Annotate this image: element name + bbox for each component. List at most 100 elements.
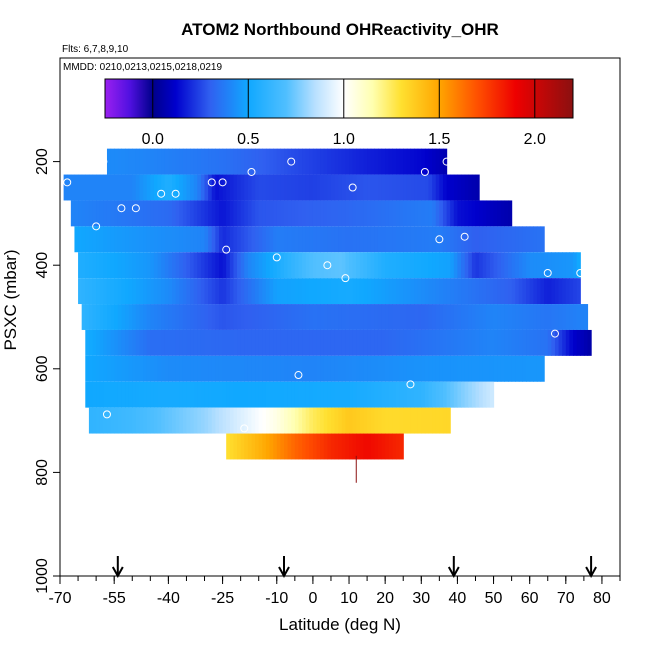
- heatmap-cell: [273, 226, 278, 253]
- heatmap-cell: [211, 355, 216, 382]
- heatmap-cell: [99, 278, 104, 305]
- heatmap-cell: [471, 329, 477, 356]
- heatmap-cell: [504, 278, 509, 305]
- heatmap-layer: [78, 252, 581, 279]
- heatmap-cell: [377, 304, 383, 330]
- heatmap-cell: [276, 252, 281, 279]
- heatmap-cell: [446, 381, 451, 408]
- heatmap-cell: [143, 174, 148, 201]
- heatmap-cell: [359, 200, 365, 227]
- heatmap-cell: [146, 381, 151, 408]
- heatmap-cell: [276, 355, 281, 382]
- heatmap-cell: [345, 381, 350, 408]
- heatmap-cell: [273, 304, 278, 330]
- heatmap-cell: [374, 304, 379, 330]
- heatmap-cell: [461, 278, 466, 305]
- heatmap-cell: [92, 200, 97, 227]
- heatmap-cell: [457, 278, 462, 305]
- heatmap-cell: [161, 407, 166, 434]
- heatmap-cell: [305, 407, 310, 434]
- heatmap-cell: [182, 174, 188, 201]
- heatmap-cell: [446, 355, 451, 382]
- heatmap-cell: [128, 252, 133, 279]
- heatmap-cell: [544, 252, 549, 279]
- heatmap-cell: [298, 252, 303, 279]
- heatmap-cell: [320, 226, 325, 253]
- heatmap-cell: [110, 278, 115, 305]
- heatmap-cell: [323, 433, 328, 460]
- x-tick-label: 20: [376, 590, 394, 607]
- heatmap-cell: [453, 174, 459, 201]
- heatmap-cell: [215, 407, 220, 434]
- heatmap-cell: [190, 148, 195, 175]
- heatmap-cell: [562, 329, 567, 356]
- heatmap-cell: [385, 381, 390, 408]
- heatmap-cell: [222, 304, 227, 330]
- heatmap-cell: [461, 381, 466, 408]
- heatmap-cell: [417, 304, 422, 330]
- heatmap-cell: [330, 381, 336, 408]
- heatmap-cell: [388, 200, 393, 227]
- x-tick-label: 30: [412, 590, 430, 607]
- heatmap-cell: [370, 252, 375, 279]
- heatmap-cell: [211, 252, 216, 279]
- heatmap-cell: [327, 433, 332, 460]
- heatmap-cell: [439, 381, 444, 408]
- heatmap-cell: [435, 381, 440, 408]
- heatmap-cell: [114, 407, 119, 434]
- heatmap-cell: [193, 174, 198, 201]
- heatmap-cell: [414, 252, 419, 279]
- heatmap-cell: [309, 329, 314, 356]
- heatmap-cell: [450, 200, 455, 227]
- heatmap-cell: [529, 355, 534, 382]
- heatmap-cell: [215, 304, 220, 330]
- heatmap-cell: [280, 407, 285, 434]
- heatmap-cell: [85, 200, 90, 227]
- heatmap-cell: [121, 174, 126, 201]
- heatmap-cell: [258, 329, 263, 356]
- heatmap-cell: [446, 329, 451, 356]
- heatmap-cell: [341, 252, 347, 279]
- heatmap-cell: [298, 226, 303, 253]
- heatmap-cell: [237, 148, 242, 175]
- heatmap-cell: [352, 381, 357, 408]
- heatmap-cell: [356, 148, 361, 175]
- heatmap-cell: [377, 407, 383, 434]
- heatmap-cell: [367, 407, 372, 434]
- heatmap-cell: [377, 355, 383, 382]
- heatmap-cell: [265, 174, 271, 201]
- heatmap-cell: [327, 355, 332, 382]
- observation-marker: [99, 157, 108, 166]
- heatmap-cell: [522, 304, 527, 330]
- heatmap-cell: [367, 329, 372, 356]
- heatmap-cell: [251, 304, 256, 330]
- heatmap-cell: [233, 200, 238, 227]
- heatmap-cell: [179, 355, 184, 382]
- heatmap-cell: [403, 148, 408, 175]
- heatmap-cell: [406, 148, 412, 175]
- x-tick-label: 50: [485, 590, 503, 607]
- heatmap-cell: [428, 252, 433, 279]
- heatmap-cell: [258, 433, 263, 460]
- heatmap-cell: [363, 226, 368, 253]
- heatmap-cell: [135, 252, 141, 279]
- heatmap-cell: [406, 278, 412, 305]
- heatmap-cell: [547, 304, 552, 330]
- heatmap-cell: [540, 226, 545, 253]
- heatmap-cell: [374, 200, 379, 227]
- heatmap-cell: [157, 355, 162, 382]
- heatmap-cell: [226, 381, 231, 408]
- heatmap-cell: [359, 407, 365, 434]
- heatmap-cell: [276, 174, 281, 201]
- heatmap-cell: [320, 174, 325, 201]
- heatmap-cell: [197, 355, 202, 382]
- heatmap-cell: [168, 407, 173, 434]
- heatmap-cell: [320, 304, 325, 330]
- heatmap-cell: [338, 355, 343, 382]
- heatmap-cell: [442, 252, 448, 279]
- heatmap-cell: [515, 252, 520, 279]
- heatmap-cell: [392, 355, 397, 382]
- heatmap-cell: [179, 148, 184, 175]
- observation-marker: [287, 157, 296, 166]
- heatmap-cell: [110, 252, 115, 279]
